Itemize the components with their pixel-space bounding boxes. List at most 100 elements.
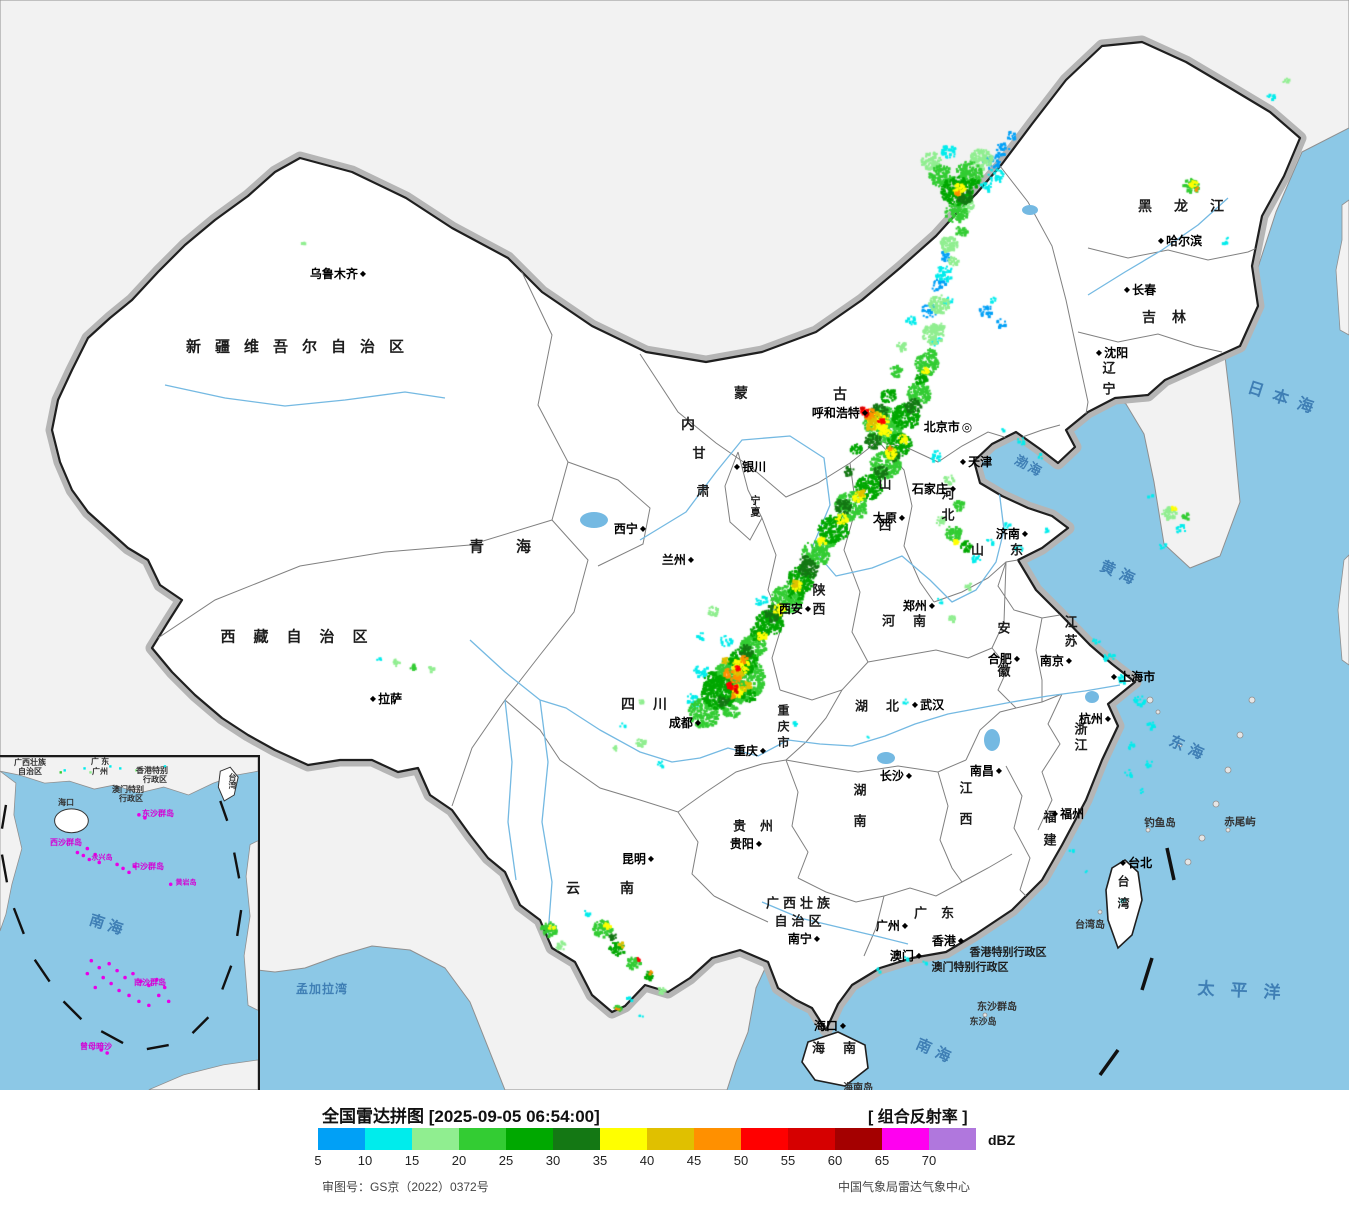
inset-basemap <box>0 757 258 1090</box>
inset-echo <box>59 771 62 774</box>
inset-label: 南 海 <box>87 911 125 939</box>
china-radar-map: 新疆维吾尔自治区 西藏自治区 青海甘肃内蒙古宁夏 陕西 山西 河北 山东 河南 江苏 安徽 湖北 浙江… <box>0 0 1349 1094</box>
dbz-colorbar <box>318 1128 976 1150</box>
inset-label: 香港特别 <box>136 766 168 775</box>
inset-label: 澳门特别 <box>112 785 144 794</box>
island-dot <box>154 977 159 982</box>
legend-tick: 45 <box>686 1153 702 1168</box>
legend-tick: 40 <box>639 1153 655 1168</box>
south-china-sea-inset: 广西壮族 自治区 广 东广州 香港特别 行政区 澳门特别 行政区 台湾 海口 东沙群岛 西沙群岛 永兴… <box>0 755 260 1090</box>
inset-label: 广西壮族 <box>14 758 46 767</box>
island-dot <box>107 961 111 966</box>
island-dot <box>93 985 98 990</box>
legend-tick: 55 <box>780 1153 796 1168</box>
legend-tick: 10 <box>357 1153 373 1168</box>
island-dot <box>115 862 119 867</box>
island-dot <box>127 870 131 875</box>
legend-tick: 60 <box>827 1153 843 1168</box>
inset-echo <box>163 765 167 768</box>
nine-dash-segment <box>233 852 241 879</box>
nine-dash-segment <box>62 1000 83 1021</box>
inset-china-coast <box>0 757 258 796</box>
island-dot <box>156 993 161 998</box>
island-dot <box>87 857 92 862</box>
inset-label-layer: 广西壮族 自治区 广 东广州 香港特别 行政区 澳门特别 行政区 台湾 海口 东沙群岛 西沙群岛 永兴… <box>0 757 258 1090</box>
island-dot <box>105 1051 109 1055</box>
legend-tick: 35 <box>592 1153 608 1168</box>
legend-tick: 5 <box>314 1153 322 1168</box>
legend-cell <box>506 1128 553 1150</box>
island-dot <box>137 999 141 1004</box>
island-dot <box>85 846 90 851</box>
island-dot <box>143 816 147 820</box>
island-dot <box>147 983 151 988</box>
map-title: 全国雷达拼图 [2025-09-05 06:54:00] <box>322 1107 600 1126</box>
island-dot <box>93 852 98 857</box>
island-dot <box>109 981 113 986</box>
inset-label: 中沙群岛 <box>132 862 164 871</box>
island-dot <box>127 993 131 998</box>
legend-cell <box>365 1128 412 1150</box>
legend-cell <box>882 1128 929 1150</box>
legend-cell <box>318 1128 365 1150</box>
license-number: 审图号：GS京（2022）0372号 <box>322 1180 489 1194</box>
legend-cell <box>459 1128 506 1150</box>
inset-echo <box>119 767 122 770</box>
island-dot <box>162 985 167 990</box>
nine-dash-segment <box>12 907 25 935</box>
island-dot <box>97 860 102 865</box>
legend-tick: 65 <box>874 1153 890 1168</box>
island-dot <box>168 882 173 887</box>
legend-tick: 20 <box>451 1153 467 1168</box>
legend-tick: 50 <box>733 1153 749 1168</box>
island-dot <box>133 864 137 869</box>
legend-tick: 70 <box>921 1153 937 1168</box>
inset-label: 行政区 <box>119 794 143 803</box>
island-dot <box>75 850 80 855</box>
island-dot <box>97 965 102 970</box>
legend-cell <box>600 1128 647 1150</box>
inset-borneo <box>148 1059 258 1090</box>
nine-dash-segment <box>146 1043 169 1051</box>
inset-label: 台湾 <box>228 773 237 789</box>
inset-label: 东沙群岛 <box>142 809 174 818</box>
inset-label: 海口 <box>58 798 74 807</box>
legend-cell <box>647 1128 694 1150</box>
island-dot <box>99 1048 104 1052</box>
island-dot <box>121 866 125 871</box>
island-dot <box>101 975 105 980</box>
inset-label: 自治区 <box>18 767 42 776</box>
inset-label: 黄岩岛 <box>175 879 197 887</box>
inset-label: 广州 <box>92 767 108 776</box>
island-dot <box>139 979 143 984</box>
legend-tick: 15 <box>404 1153 420 1168</box>
nine-dash-segment <box>33 959 51 983</box>
island-dot <box>117 988 121 993</box>
dbz-ticks: 5 10 15 20 25 30 35 40 45 50 55 60 65 70 <box>314 1153 976 1169</box>
legend-cell <box>553 1128 600 1150</box>
island-dot <box>137 813 141 817</box>
inset-label: 永兴岛 <box>91 854 113 862</box>
inset-echo <box>109 765 112 768</box>
legend-cell <box>741 1128 788 1150</box>
inset-label: 曾母暗沙 <box>80 1042 112 1051</box>
inset-label: 西沙群岛 <box>50 838 82 847</box>
island-dot <box>131 971 135 976</box>
inset-label: 广 东 <box>90 757 110 766</box>
inset-label: 行政区 <box>143 775 167 784</box>
inset-philippines <box>243 840 258 1011</box>
inset-taiwan <box>217 766 239 802</box>
inset-echo <box>83 767 86 770</box>
island-dot <box>89 958 94 963</box>
inset-ocean <box>0 757 258 1090</box>
inset-echo <box>134 769 138 772</box>
island-dot <box>115 968 119 973</box>
nine-dash-segment <box>0 804 8 829</box>
nine-dash-segment <box>235 909 243 937</box>
legend-cell <box>929 1128 976 1150</box>
island-dot <box>147 1003 151 1008</box>
inset-echo <box>63 769 66 772</box>
inset-hainan <box>54 808 89 834</box>
legend-cell <box>788 1128 835 1150</box>
